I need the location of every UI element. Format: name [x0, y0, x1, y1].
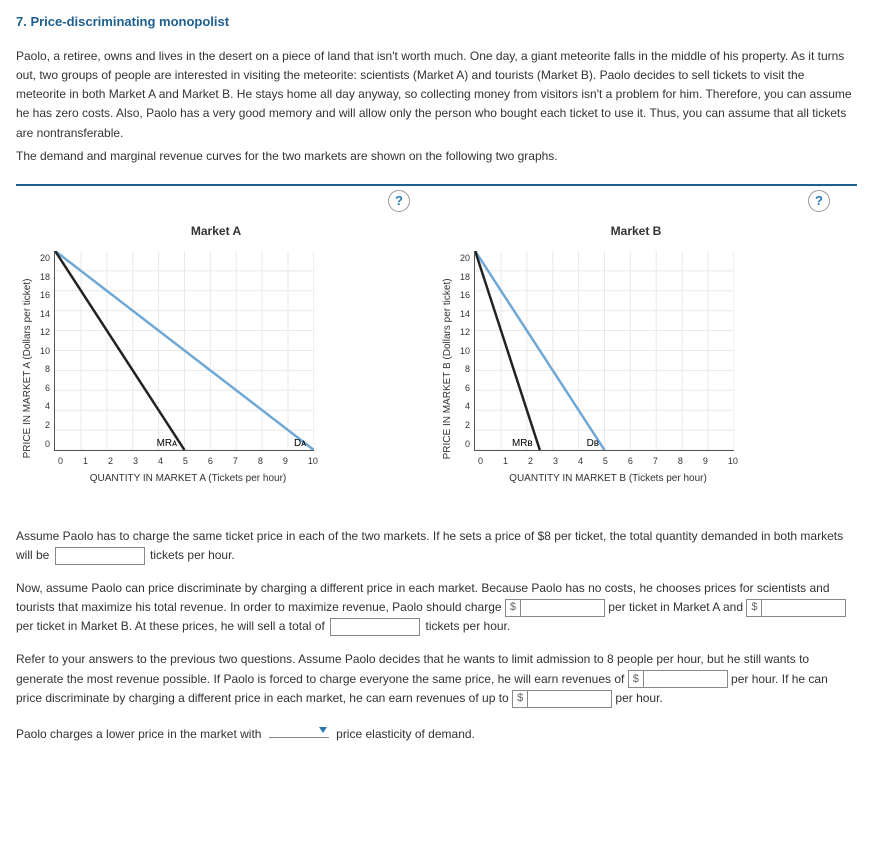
- chart-b-plot: MRʙ Dʙ: [474, 251, 734, 451]
- chart-a-d-label: Dᴀ: [294, 438, 306, 449]
- chart-market-a: ? Market A PRICE IN MARKET A (Dollars pe…: [16, 196, 416, 487]
- section-divider: [16, 184, 857, 186]
- q2-total-qty-input[interactable]: [330, 618, 420, 636]
- question-3: Refer to your answers to the previous tw…: [16, 650, 857, 708]
- help-icon[interactable]: ?: [808, 190, 830, 212]
- q3-revenue-same-input[interactable]: $: [628, 670, 728, 688]
- help-icon[interactable]: ?: [388, 190, 410, 212]
- q2-price-b-input[interactable]: $: [746, 599, 846, 617]
- chart-a-yticks: 20 18 16 14 12 10 8 6 4 2 0: [40, 251, 54, 451]
- question-2: Now, assume Paolo can price discriminate…: [16, 579, 857, 637]
- intro-paragraph-1: Paolo, a retiree, owns and lives in the …: [16, 47, 857, 143]
- chart-b-xlabel: QUANTITY IN MARKET B (Tickets per hour): [478, 471, 738, 487]
- question-4: Paolo charges a lower price in the marke…: [16, 722, 857, 744]
- q2-price-a-input[interactable]: $: [505, 599, 605, 617]
- chart-a-xlabel: QUANTITY IN MARKET A (Tickets per hour): [58, 471, 318, 487]
- chevron-down-icon: [319, 727, 327, 733]
- chart-a-title: Market A: [16, 222, 416, 241]
- question-heading: 7. Price-discriminating monopolist: [16, 12, 857, 33]
- chart-a-mr-label: MRᴀ: [157, 438, 177, 449]
- intro-paragraph-2: The demand and marginal revenue curves f…: [16, 147, 857, 166]
- chart-a-xticks: 0 1 2 3 4 5 6 7 8 9 10: [58, 454, 318, 468]
- chart-market-b: ? Market B PRICE IN MARKET B (Dollars pe…: [436, 196, 836, 487]
- q1-quantity-input[interactable]: [55, 547, 145, 565]
- chart-b-title: Market B: [436, 222, 836, 241]
- chart-b-yticks: 20 18 16 14 12 10 8 6 4 2 0: [460, 251, 474, 451]
- chart-b-ylabel: PRICE IN MARKET B (Dollars per ticket): [436, 251, 460, 486]
- q4-elasticity-dropdown[interactable]: [269, 722, 329, 738]
- question-1: Assume Paolo has to charge the same tick…: [16, 527, 857, 565]
- q3-revenue-disc-input[interactable]: $: [512, 690, 612, 708]
- chart-a-ylabel: PRICE IN MARKET A (Dollars per ticket): [16, 251, 40, 486]
- chart-b-d-label: Dʙ: [587, 438, 599, 449]
- chart-a-plot: MRᴀ Dᴀ: [54, 251, 314, 451]
- chart-b-xticks: 0 1 2 3 4 5 6 7 8 9 10: [478, 454, 738, 468]
- chart-b-grid: [475, 251, 734, 450]
- chart-b-mr-label: MRʙ: [512, 438, 533, 449]
